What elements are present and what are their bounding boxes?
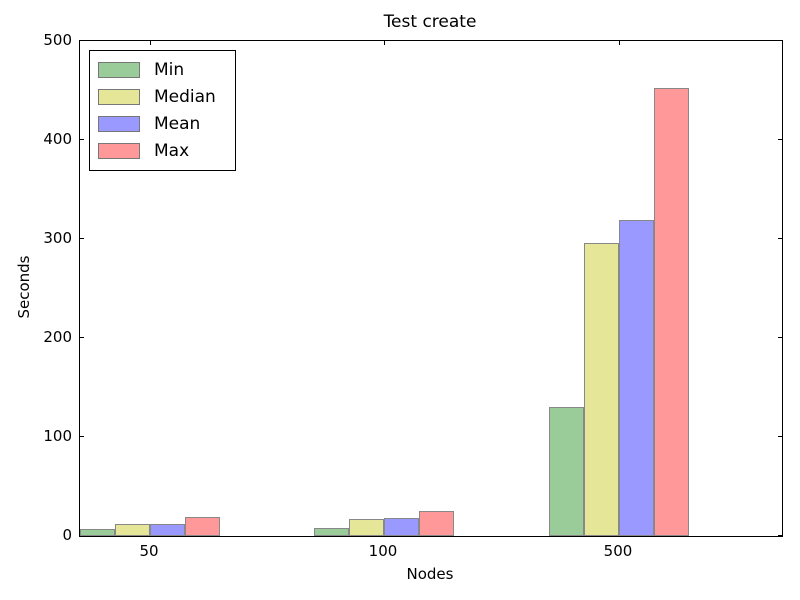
y-tick-left	[80, 436, 84, 437]
legend-swatch-max	[98, 142, 140, 159]
legend-item-min: Min	[98, 60, 235, 80]
legend-swatch-min	[98, 62, 140, 79]
y-tick-right	[778, 139, 782, 140]
y-tick-label: 300	[43, 229, 72, 247]
y-tick-right	[778, 436, 782, 437]
legend-swatch-median	[98, 89, 140, 106]
bar-mean-500	[619, 220, 654, 536]
bar-max-500	[654, 87, 689, 536]
y-tick-left	[80, 337, 84, 338]
y-axis-label: Seconds	[15, 255, 33, 319]
y-tick-label: 400	[43, 130, 72, 148]
x-tick-label: 500	[603, 542, 633, 560]
y-tick-right	[778, 238, 782, 239]
bar-min-500	[549, 407, 584, 536]
bar-median-50	[115, 524, 150, 536]
legend-swatch-mean	[98, 115, 140, 132]
y-tick-left	[80, 139, 84, 140]
y-tick-left	[80, 40, 84, 41]
y-tick-right	[778, 40, 782, 41]
x-tick-label: 100	[368, 542, 398, 560]
x-tick-label: 50	[139, 542, 159, 560]
bar-min-50	[80, 529, 115, 536]
y-tick-label: 200	[43, 328, 72, 346]
legend-item-median: Median	[98, 87, 235, 107]
plot-area	[79, 40, 783, 537]
x-tick-top	[150, 41, 151, 45]
bar-mean-50	[150, 524, 185, 536]
bar-mean-100	[383, 518, 419, 536]
bar-max-100	[418, 511, 454, 536]
y-tick-left	[80, 238, 84, 239]
y-tick-label: 100	[43, 427, 72, 445]
x-tick-top	[384, 41, 385, 45]
bar-min-100	[313, 528, 349, 536]
y-tick-right	[778, 535, 782, 536]
legend-label-min: Min	[154, 60, 185, 81]
y-tick-label: 500	[43, 31, 72, 49]
legend-item-max: Max	[98, 141, 235, 161]
legend-label-max: Max	[154, 140, 190, 161]
chart-title: Test create	[383, 12, 477, 32]
y-tick-right	[778, 337, 782, 338]
y-tick-label: 0	[62, 526, 72, 544]
bar-median-500	[584, 243, 619, 536]
legend-label-median: Median	[154, 87, 216, 108]
bar-max-50	[185, 517, 220, 536]
legend: Min Median Mean Max	[89, 50, 236, 171]
legend-label-mean: Mean	[154, 113, 201, 134]
x-tick-top	[619, 41, 620, 45]
legend-item-mean: Mean	[98, 114, 235, 134]
bar-median-100	[348, 519, 384, 536]
x-axis-label: Nodes	[406, 565, 454, 583]
